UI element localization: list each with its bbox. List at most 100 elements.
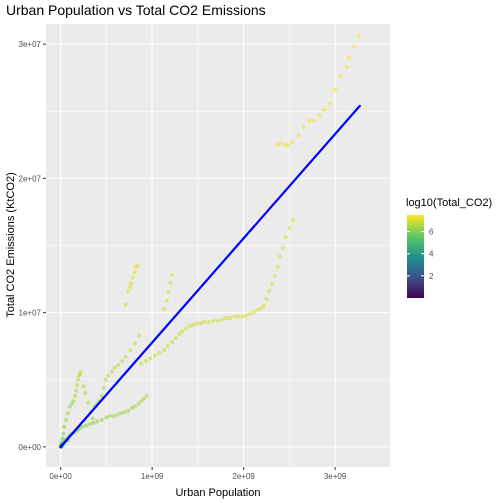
data-point xyxy=(106,373,111,378)
data-point xyxy=(302,125,306,130)
data-point xyxy=(162,306,167,311)
data-point xyxy=(177,332,182,337)
data-point xyxy=(64,418,69,423)
data-point xyxy=(136,401,141,406)
y-tick-label: 1e+07 xyxy=(19,309,42,318)
legend-tick-label: 2 xyxy=(429,272,434,281)
data-point xyxy=(283,235,288,240)
data-point xyxy=(317,113,322,118)
data-point xyxy=(83,391,88,396)
data-point xyxy=(61,431,66,436)
data-point xyxy=(311,118,316,123)
data-point xyxy=(227,315,232,320)
data-point xyxy=(333,87,338,92)
data-point xyxy=(133,264,138,269)
data-point xyxy=(264,297,269,302)
data-point xyxy=(251,310,256,315)
data-point xyxy=(232,314,237,319)
major-gridlines xyxy=(46,24,390,467)
data-point xyxy=(279,141,284,146)
data-point xyxy=(90,416,95,421)
data-point xyxy=(275,142,280,147)
data-point xyxy=(123,302,128,307)
data-point xyxy=(76,377,81,382)
color-legend: log10(Total_CO2) 2 4 6 xyxy=(406,197,492,298)
data-point xyxy=(206,320,211,325)
data-point xyxy=(152,353,157,358)
data-point xyxy=(132,341,137,346)
data-point xyxy=(278,254,283,259)
data-point xyxy=(75,383,80,388)
data-point xyxy=(126,289,131,294)
data-point xyxy=(116,362,121,367)
data-point xyxy=(307,118,312,123)
chart-title: Urban Population vs Total CO2 Emissions xyxy=(6,2,266,18)
minor-gridlines xyxy=(46,24,390,467)
data-point xyxy=(272,274,277,279)
data-point xyxy=(112,365,117,370)
data-point xyxy=(267,289,272,294)
data-point xyxy=(119,411,124,416)
data-point xyxy=(286,142,291,147)
legend-tick-label: 4 xyxy=(429,250,434,259)
y-tick-label: 0e+00 xyxy=(19,443,42,452)
data-point xyxy=(194,321,199,326)
data-point xyxy=(103,377,108,382)
data-point xyxy=(122,409,127,414)
data-point xyxy=(73,393,78,398)
data-point xyxy=(164,298,169,303)
x-tick-label: 1e+09 xyxy=(141,472,164,481)
data-point xyxy=(126,408,131,413)
data-point xyxy=(216,318,220,323)
data-point xyxy=(130,275,135,280)
data-point xyxy=(275,264,280,269)
data-point xyxy=(291,217,296,222)
data-point xyxy=(104,415,109,420)
legend-tick-label: 6 xyxy=(429,228,434,237)
data-point xyxy=(346,55,351,60)
data-point xyxy=(198,321,203,326)
data-point xyxy=(202,320,207,325)
y-tick-label: 2e+07 xyxy=(19,174,42,183)
data-point xyxy=(322,107,327,112)
data-point xyxy=(173,336,178,341)
data-point xyxy=(108,413,113,418)
data-point xyxy=(81,384,86,389)
trend-line xyxy=(59,104,361,448)
data-point xyxy=(170,273,175,278)
data-point xyxy=(183,326,188,331)
data-point xyxy=(296,133,301,138)
data-point xyxy=(170,340,175,345)
data-point xyxy=(101,385,106,390)
data-point xyxy=(191,322,196,327)
data-point xyxy=(352,44,357,49)
data-point xyxy=(255,307,260,312)
data-point xyxy=(287,226,292,231)
x-tick-label: 0e+00 xyxy=(49,472,72,481)
legend-colorbar xyxy=(407,215,424,298)
data-point xyxy=(269,282,274,287)
data-point xyxy=(211,318,216,323)
data-point xyxy=(87,422,92,427)
data-point xyxy=(111,413,116,418)
x-tick-label: 3e+09 xyxy=(324,472,347,481)
data-point xyxy=(119,358,124,363)
x-tick-label: 2e+09 xyxy=(232,472,255,481)
data-point xyxy=(338,74,343,79)
x-axis-ticks: 0e+00 1e+09 2e+09 3e+09 xyxy=(49,467,347,481)
data-point xyxy=(144,393,149,398)
data-point xyxy=(168,281,173,286)
data-point xyxy=(224,315,229,320)
data-point xyxy=(345,64,349,69)
data-point xyxy=(62,424,67,429)
data-point xyxy=(148,356,153,361)
x-axis-title: Urban Population xyxy=(175,487,260,499)
data-point xyxy=(290,140,295,145)
data-point xyxy=(99,418,104,423)
data-point xyxy=(74,388,79,393)
data-point xyxy=(128,348,133,353)
data-point xyxy=(84,423,89,428)
data-point xyxy=(240,314,245,319)
data-point xyxy=(165,344,170,349)
data-point xyxy=(99,393,104,398)
